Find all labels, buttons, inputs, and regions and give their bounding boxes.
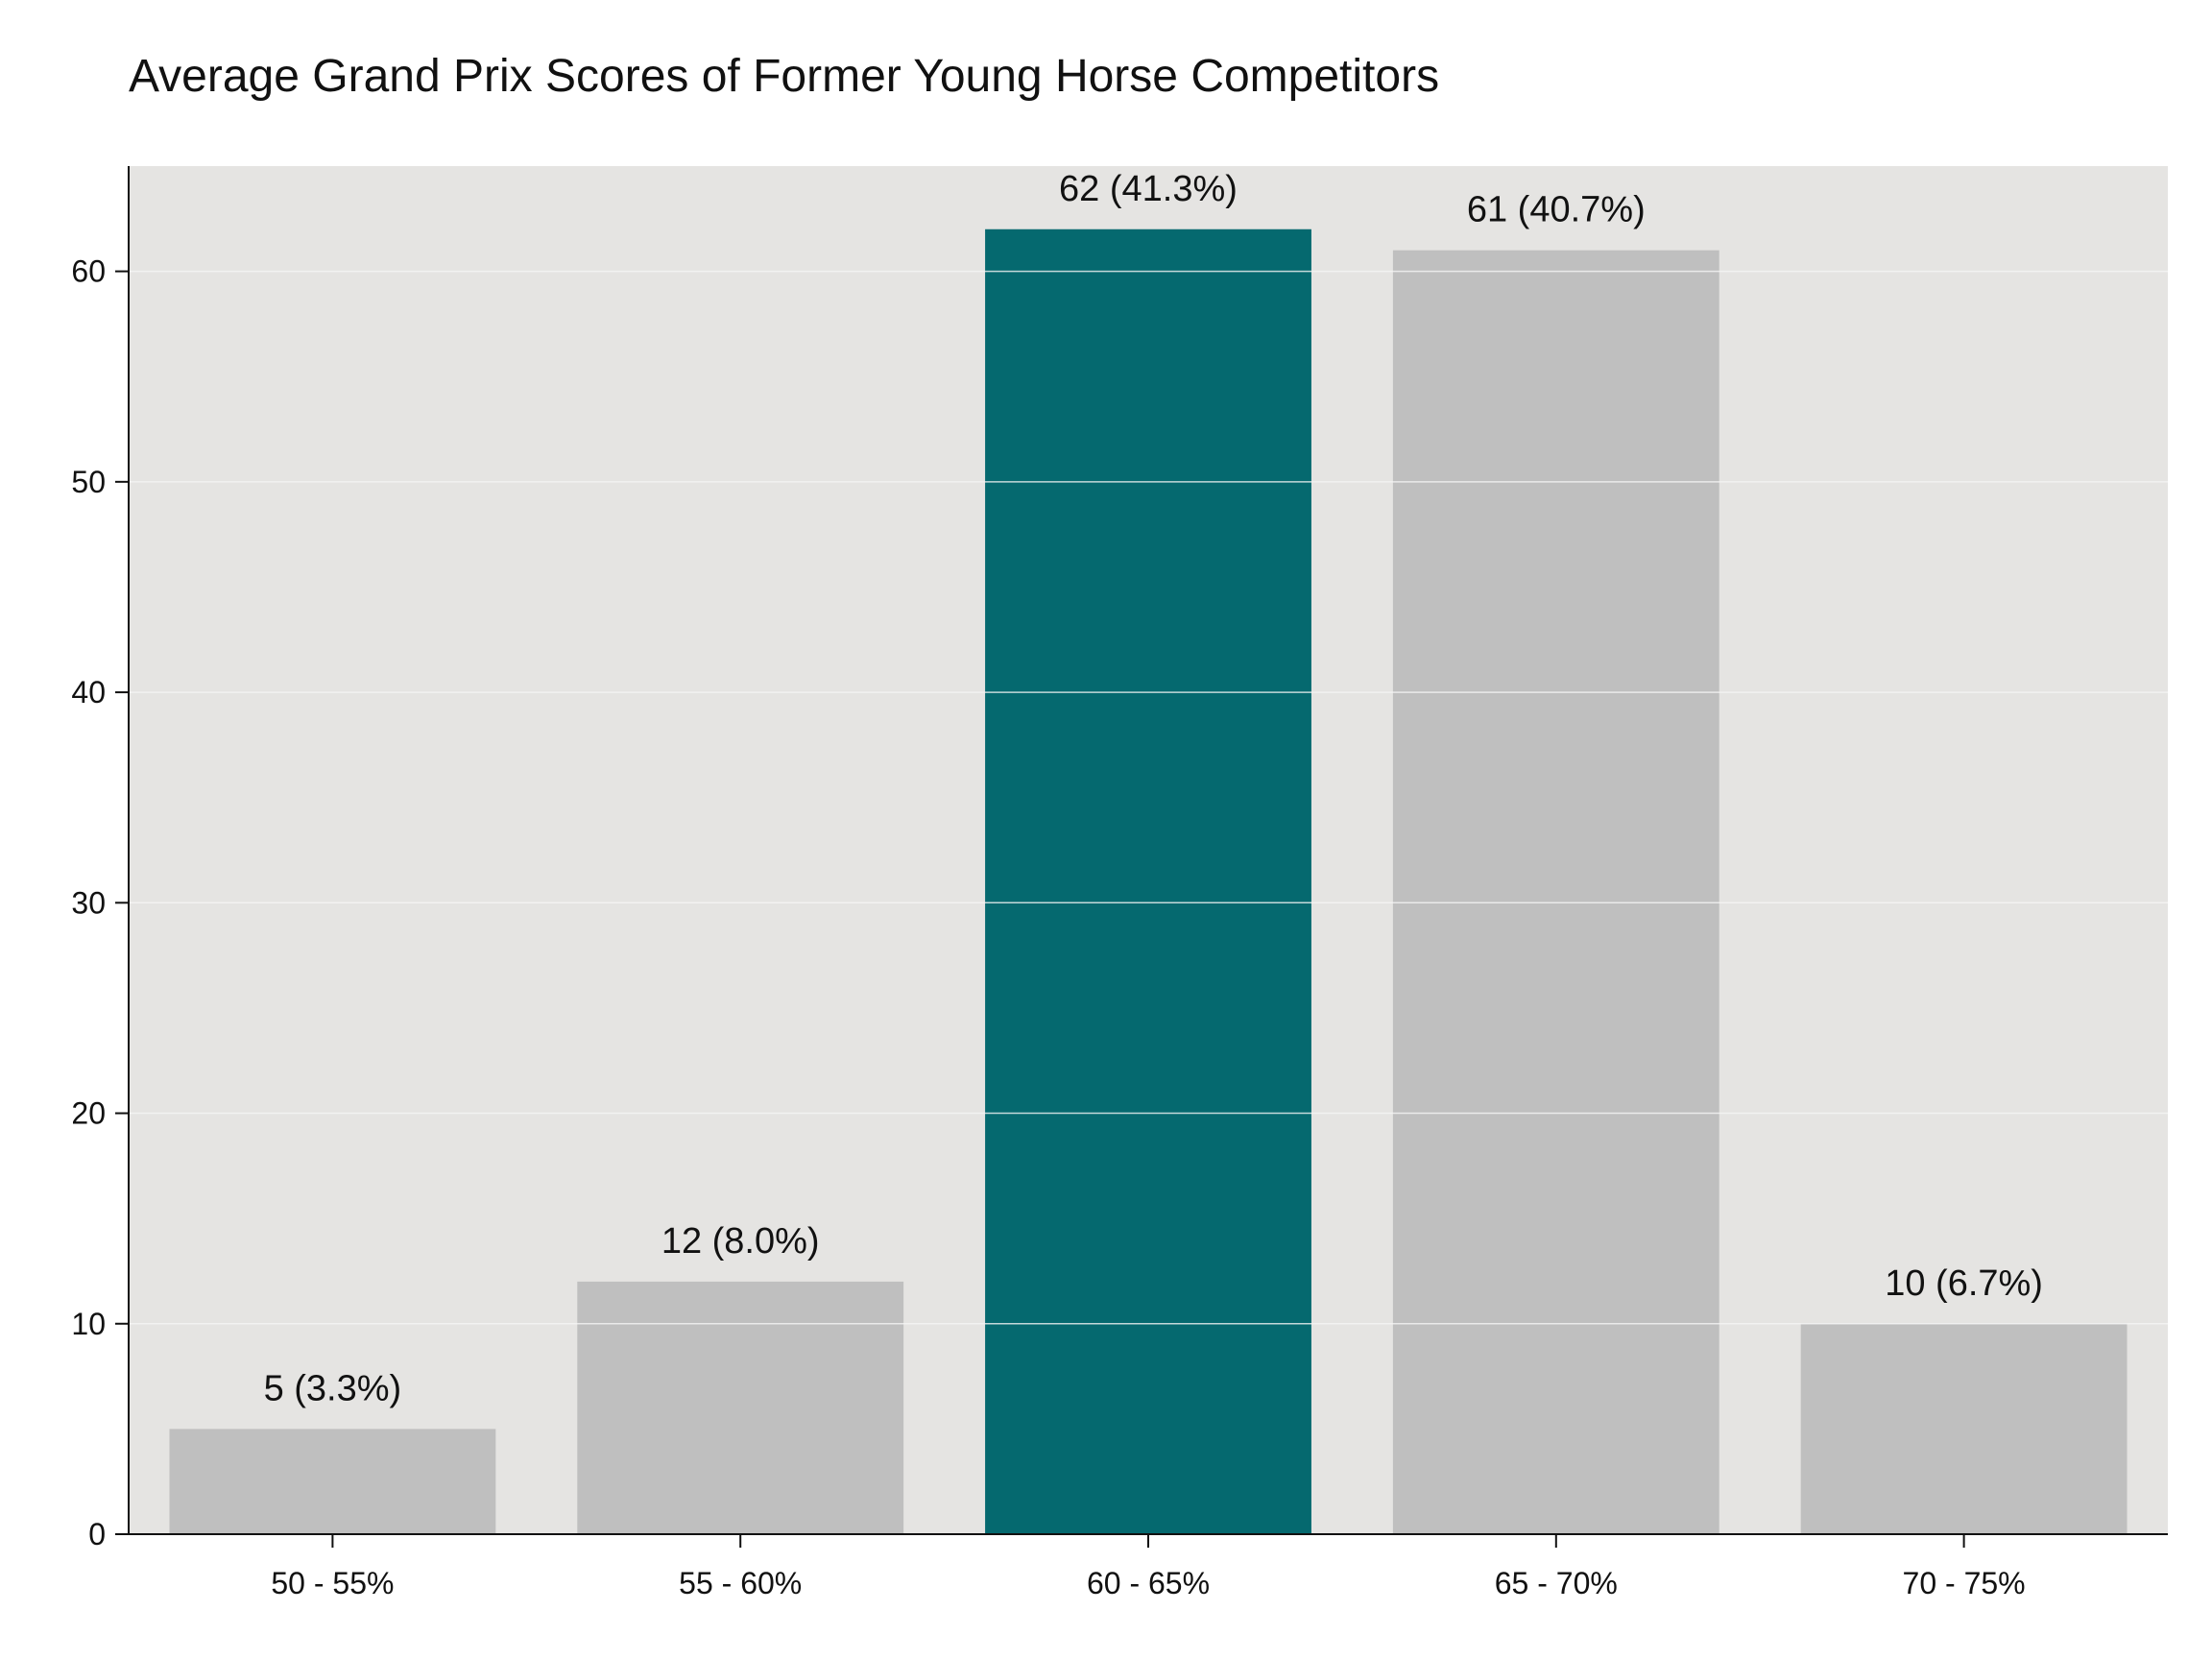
bar-data-label: 10 (6.7%) bbox=[1885, 1263, 2043, 1304]
bar-data-label: 61 (40.7%) bbox=[1467, 190, 1646, 230]
gridlines bbox=[129, 270, 2168, 1325]
bar-2 bbox=[577, 1281, 904, 1534]
x-tick-label: 60 - 65% bbox=[1087, 1566, 1210, 1600]
bar-data-labels: 5 (3.3%) 12 (8.0%) 62 (41.3%) 61 (40.7%) 10 … bbox=[264, 169, 2043, 1409]
axes: 0 10 20 30 40 50 60 50 - 55% 55 - 60% 60 - 65% 65 … bbox=[71, 166, 2168, 1600]
y-tick-label: 30 bbox=[71, 885, 106, 920]
y-tick-label: 60 bbox=[71, 254, 106, 289]
x-tick-label: 65 - 70% bbox=[1495, 1566, 1618, 1600]
y-tick-label: 50 bbox=[71, 465, 106, 499]
y-tick-label: 10 bbox=[71, 1307, 106, 1341]
x-tick-label: 55 - 60% bbox=[679, 1566, 802, 1600]
bar-data-label: 5 (3.3%) bbox=[264, 1368, 402, 1408]
bar-data-label: 12 (8.0%) bbox=[661, 1221, 820, 1262]
bar-4 bbox=[1392, 250, 1719, 1534]
bar-data-label: 62 (41.3%) bbox=[1059, 169, 1238, 209]
chart-title: Average Grand Prix Scores of Former Youn… bbox=[129, 51, 1439, 102]
bars bbox=[169, 228, 2128, 1534]
y-tick-label: 0 bbox=[88, 1517, 106, 1551]
x-tick-label: 70 - 75% bbox=[1903, 1566, 2026, 1600]
bar-1 bbox=[169, 1429, 496, 1534]
x-tick-label: 50 - 55% bbox=[271, 1566, 394, 1600]
y-tick-label: 20 bbox=[71, 1096, 106, 1131]
bar-3 bbox=[985, 228, 1311, 1534]
y-tick-label: 40 bbox=[71, 675, 106, 709]
bar-5 bbox=[1800, 1323, 2128, 1534]
